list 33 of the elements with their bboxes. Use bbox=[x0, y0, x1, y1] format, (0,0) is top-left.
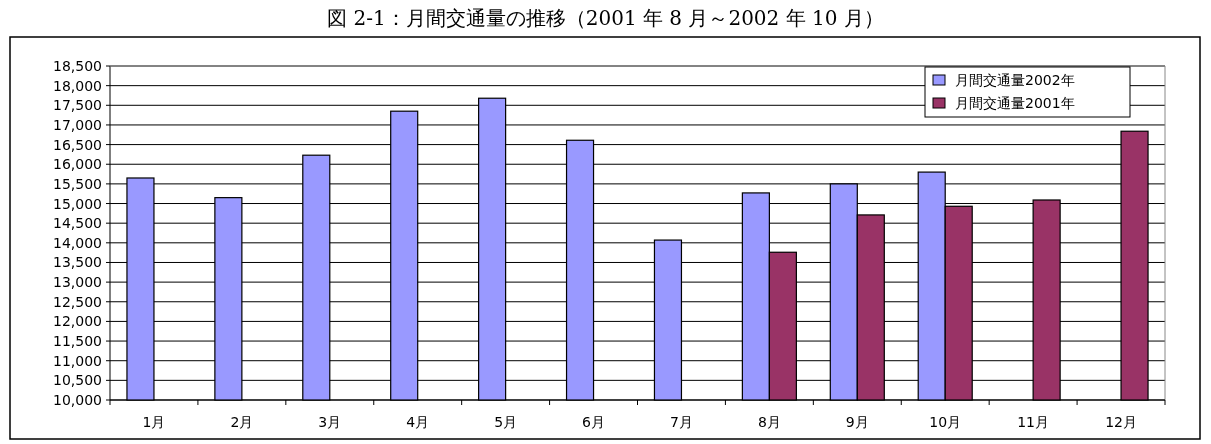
chart-title: 図 2-1：月間交通量の推移（2001 年 8 月～2002 年 10 月） bbox=[327, 6, 884, 30]
x-tick-label: 12月 bbox=[1105, 414, 1137, 430]
x-tick-label: 2月 bbox=[230, 414, 254, 430]
legend-label: 月間交通量2002年 bbox=[955, 72, 1075, 88]
y-tick-label: 11,500 bbox=[53, 333, 102, 350]
y-tick-label: 15,000 bbox=[53, 195, 102, 212]
y-tick-label: 13,000 bbox=[53, 274, 102, 291]
x-tick-label: 10月 bbox=[929, 414, 962, 430]
y-tick-label: 13,500 bbox=[53, 254, 102, 271]
x-tick-label: 7月 bbox=[670, 414, 693, 430]
x-tick-label: 11月 bbox=[1017, 414, 1050, 430]
y-tick-label: 16,000 bbox=[53, 156, 102, 173]
y-tick-label: 17,000 bbox=[53, 116, 102, 133]
x-tick-label: 8月 bbox=[757, 414, 781, 430]
y-tick-label: 18,500 bbox=[53, 58, 102, 74]
y-tick-label: 18,000 bbox=[53, 77, 102, 94]
x-tick-label: 4月 bbox=[406, 414, 430, 430]
legend-label: 月間交通量2001年 bbox=[955, 95, 1075, 111]
y-tick-label: 17,500 bbox=[53, 97, 102, 114]
x-tick-label: 1月 bbox=[142, 414, 166, 430]
x-tick-label: 6月 bbox=[582, 414, 605, 430]
x-tick-label: 3月 bbox=[318, 414, 342, 430]
y-tick-label: 12,000 bbox=[53, 313, 102, 330]
y-tick-label: 11,000 bbox=[53, 352, 102, 369]
y-tick-label: 10,000 bbox=[53, 392, 102, 408]
y-tick-label: 14,000 bbox=[53, 234, 102, 251]
x-tick-label: 5月 bbox=[494, 414, 518, 430]
y-tick-label: 16,500 bbox=[53, 136, 102, 153]
y-tick-label: 12,500 bbox=[53, 293, 102, 310]
x-tick-label: 9月 bbox=[845, 414, 869, 430]
y-tick-label: 14,500 bbox=[53, 215, 102, 232]
y-tick-label: 15,500 bbox=[53, 175, 102, 192]
y-tick-label: 10,500 bbox=[53, 372, 102, 389]
